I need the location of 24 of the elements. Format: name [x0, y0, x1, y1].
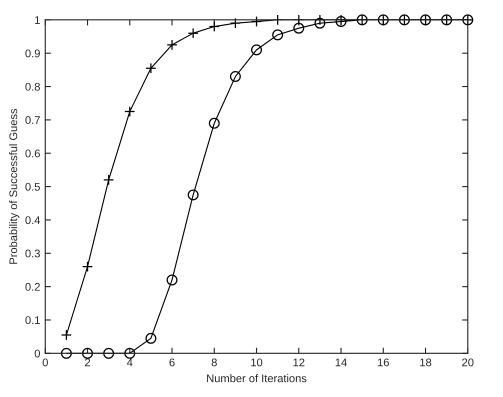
x-tick-label: 18	[420, 358, 432, 366]
y-tick-label: 0.3	[25, 250, 40, 258]
y-axis-title: Probability of Successful Guess	[9, 108, 20, 264]
x-tick-label: 8	[212, 358, 217, 366]
y-tick-label: 0.1	[25, 316, 40, 324]
x-tick-label: 16	[378, 358, 389, 366]
x-tick-label: 20	[462, 358, 474, 366]
y-tick-label: 0.4	[25, 216, 40, 224]
x-axis-title: Number of Iterations	[207, 374, 306, 382]
x-tick-label: 6	[170, 358, 175, 366]
y-tick-label: 0.5	[25, 182, 40, 191]
y-tick-label: 0.7	[25, 116, 40, 124]
y-tick-label: 0.8	[25, 82, 40, 91]
x-tick-label: 14	[336, 358, 347, 366]
x-tick-label: 12	[293, 358, 304, 366]
y-tick-label: 1	[35, 16, 40, 24]
x-tick-label: 10	[251, 358, 262, 366]
x-tick-label: 4	[126, 358, 133, 366]
y-tick-label: 0.2	[25, 282, 40, 291]
y-tick-label: 0	[34, 350, 40, 358]
y-tick-label: 0.6	[25, 150, 40, 158]
x-tick-label: 2	[84, 358, 90, 366]
x-tick-label: 0	[42, 358, 48, 366]
y-tick-label: 0.9	[25, 49, 40, 58]
